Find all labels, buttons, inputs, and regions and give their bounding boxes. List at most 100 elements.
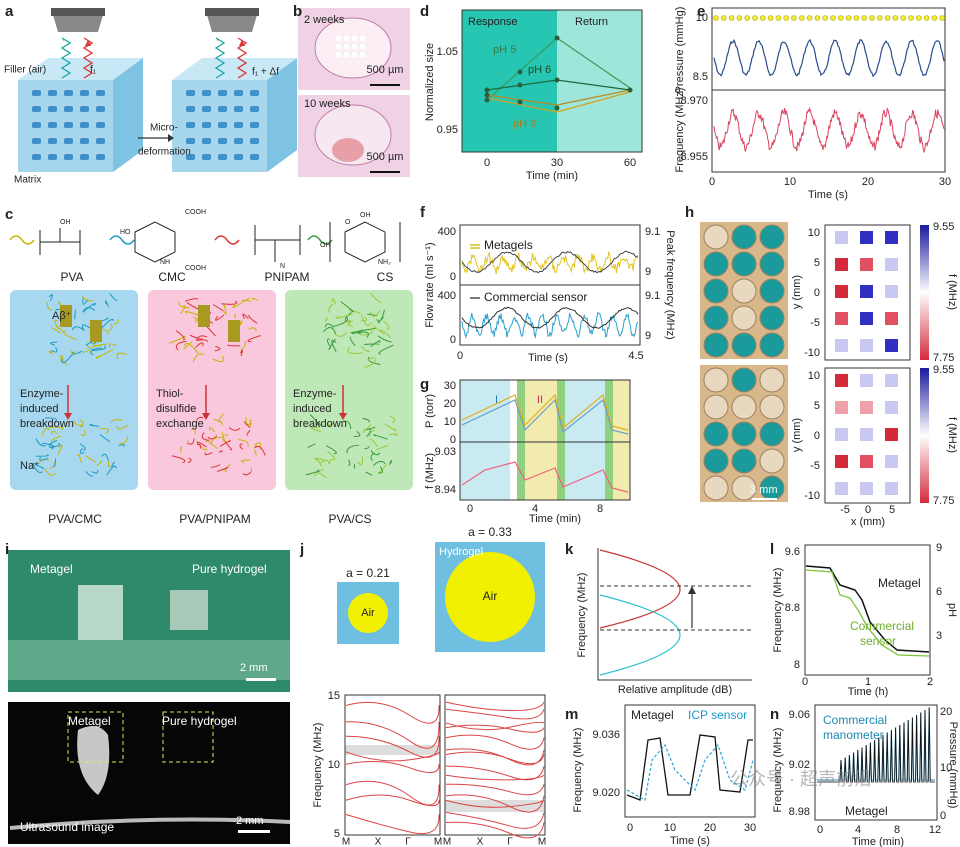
chem-group: COOH [185,209,206,216]
curve [314,457,324,462]
axis [597,548,752,681]
label: Return [575,16,608,28]
label: 0 [450,271,456,283]
curve [254,445,266,456]
curve [359,456,364,465]
arrow [239,40,245,46]
label: 9.1 [645,226,660,238]
lattice [250,122,259,128]
curve [461,306,639,329]
well [703,394,729,420]
map-cell [885,401,898,414]
curve [365,471,373,476]
curve [116,424,129,430]
curve [81,296,94,302]
label: Time (s) [670,835,710,847]
transducer-cap [205,8,259,16]
chem-group: HO [120,229,131,236]
well [731,421,757,447]
marker [775,15,782,21]
label: 8.98 [789,806,810,818]
label: 8.94 [435,484,456,496]
lattice [48,154,57,160]
axis-frame [804,544,931,676]
curve [377,464,387,475]
air-pore [348,593,388,633]
well [703,305,729,331]
band [345,751,440,762]
lattice [64,138,73,144]
well [703,367,729,393]
curve [35,454,49,457]
curve [180,305,186,314]
curve [54,319,59,330]
axis-frame [624,704,756,818]
pore [360,52,365,57]
curve [373,325,385,335]
curve [322,327,337,336]
arrow-head [168,134,174,142]
band [445,721,545,731]
curve [335,313,353,319]
curve [101,453,109,461]
lattice [250,90,259,96]
label: 4 [855,824,861,836]
curve [310,428,322,433]
substrate [8,640,290,680]
curve [196,335,208,341]
curve [379,466,383,474]
curve [331,298,336,305]
lattice [250,154,259,160]
marker [728,15,735,21]
marker [627,87,633,93]
label: 2 mm [240,662,268,674]
curve [210,436,224,445]
curve [379,329,391,339]
lattice [202,154,211,160]
label: 9.1 [645,290,660,302]
label: pH [946,603,958,617]
label: II [537,394,543,406]
well [731,251,757,277]
label: 20 [862,176,874,188]
wave-down [60,37,72,79]
well [731,448,757,474]
label: 5 [889,504,895,516]
lattice [96,154,105,160]
curve [35,438,46,447]
lattice [202,106,211,112]
map-cell [885,285,898,298]
label: 20 [444,398,456,410]
curve [219,440,231,447]
curve [325,445,337,454]
panel-label: c [5,206,13,223]
label: Γ [405,837,411,847]
label: Pressure (mmHg) [947,722,959,809]
cube-side [267,58,297,172]
curve [461,311,639,339]
curve [61,351,75,364]
curve [246,429,251,436]
band [445,701,545,712]
curve [91,469,99,474]
panel-label: n [770,706,779,723]
curve [599,594,681,676]
curve [363,359,376,368]
label: f (MHz) [946,417,958,453]
label: deformation [138,147,191,158]
lattice [48,90,57,96]
label: 9.55 [933,364,954,376]
curve [239,349,244,357]
curve [348,308,361,314]
label: 9.02 [789,759,810,771]
lattice [32,90,41,96]
label: 4.5 [628,350,643,362]
label: 500 µm [367,64,404,76]
axis-frame [459,284,641,346]
marker [884,15,891,21]
label: pH 8 [513,118,536,130]
curve [327,450,336,460]
label: 400 [438,290,456,302]
label: 0 [814,430,820,442]
label: f₁ [90,65,97,76]
